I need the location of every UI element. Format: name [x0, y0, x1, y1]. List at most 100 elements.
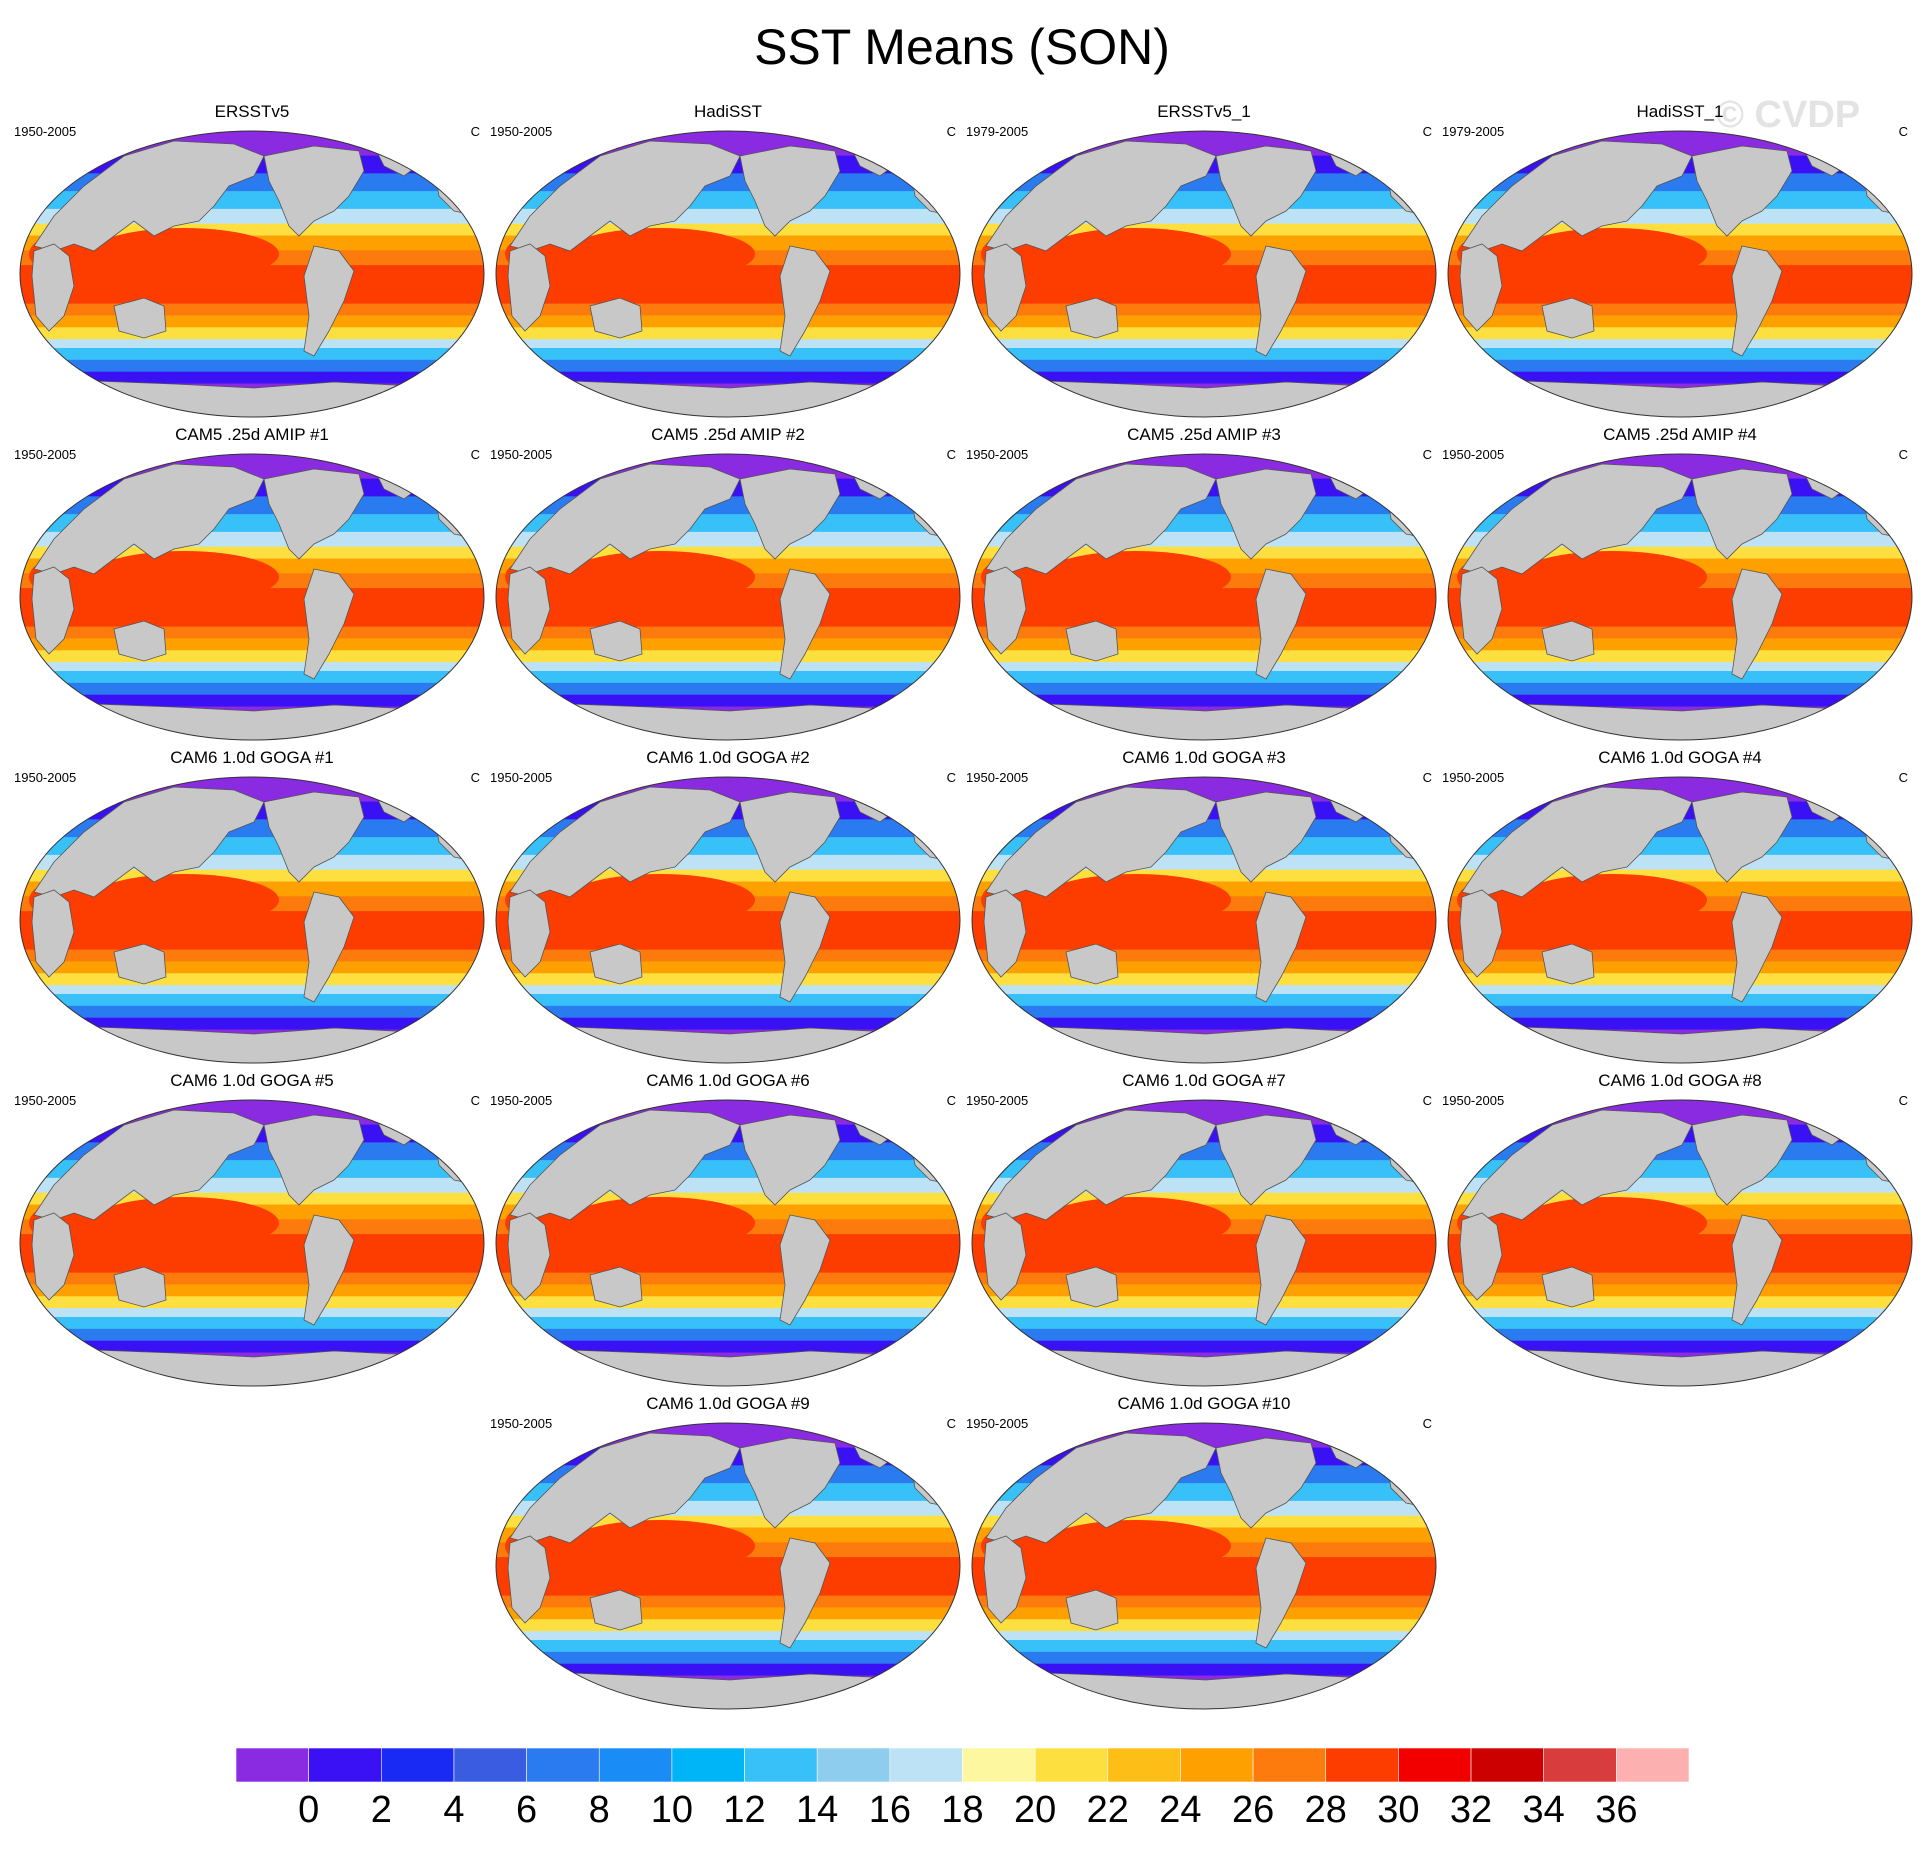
- panel-period: 1950-2005: [966, 1416, 1029, 1431]
- panel-units: C: [1898, 447, 1908, 462]
- colorbar-swatch: [1325, 1747, 1399, 1783]
- panel-title: CAM5 .25d AMIP #3: [1127, 425, 1281, 444]
- map-panel: CAM6 1.0d GOGA #7 1950-2005 C: [966, 1071, 1442, 1387]
- colorbar-swatch: [671, 1747, 745, 1783]
- panel-title: CAM6 1.0d GOGA #4: [1598, 748, 1762, 767]
- sst-map: [1447, 776, 1913, 1064]
- colorbar-swatch: [1107, 1747, 1181, 1783]
- map-panel: CAM5 .25d AMIP #1 1950-2005 C: [14, 425, 490, 741]
- panel-title: ERSSTv5_1: [1157, 102, 1251, 121]
- panel-period: 1950-2005: [490, 124, 553, 139]
- colorbar-tick-label: 36: [1595, 1789, 1637, 1831]
- map-panel: CAM6 1.0d GOGA #4 1950-2005 C: [1442, 748, 1918, 1064]
- colorbar-swatch: [453, 1747, 527, 1783]
- map-panel: HadiSST 1950-2005 C: [490, 102, 966, 418]
- panel-title: CAM5 .25d AMIP #2: [651, 425, 805, 444]
- sst-map: [971, 130, 1437, 418]
- colorbar-swatch: [1180, 1747, 1254, 1783]
- panel-units: C: [470, 1093, 480, 1108]
- colorbar-tick-label: 6: [516, 1789, 537, 1831]
- panel-period: 1950-2005: [14, 770, 77, 785]
- sst-map: [1447, 453, 1913, 741]
- panel-units: C: [1422, 1093, 1432, 1108]
- panel-period: 1950-2005: [490, 447, 553, 462]
- panel-title: CAM6 1.0d GOGA #3: [1122, 748, 1286, 767]
- colorbar-tick-label: 18: [941, 1789, 983, 1831]
- panel-period: 1950-2005: [14, 124, 77, 139]
- map-panel: CAM5 .25d AMIP #4 1950-2005 C: [1442, 425, 1918, 741]
- panel-title: HadiSST_1: [1636, 102, 1724, 121]
- colorbar-swatch: [1470, 1747, 1545, 1783]
- map-panel: CAM5 .25d AMIP #2 1950-2005 C: [490, 425, 966, 741]
- sst-map: [495, 130, 961, 418]
- colorbar-swatch: [526, 1747, 600, 1783]
- sst-map: [19, 453, 485, 741]
- panel-title: CAM6 1.0d GOGA #10: [1117, 1394, 1291, 1413]
- colorbar-tick-label: 14: [796, 1789, 838, 1831]
- colorbar-tick-label: 30: [1377, 1789, 1419, 1831]
- map-panel: ERSSTv5 1950-2005 C: [14, 102, 490, 418]
- panel-period: 1950-2005: [966, 447, 1029, 462]
- panel-units: C: [1422, 124, 1432, 139]
- panel-period: 1950-2005: [490, 1093, 553, 1108]
- sst-map: [19, 776, 485, 1064]
- sst-map: [19, 1099, 485, 1387]
- map-panel: CAM6 1.0d GOGA #6 1950-2005 C: [490, 1071, 966, 1387]
- sst-map: [495, 776, 961, 1064]
- colorbar-tick-label: 26: [1232, 1789, 1274, 1831]
- colorbar-swatch: [816, 1747, 891, 1783]
- sst-map: [971, 453, 1437, 741]
- colorbar-swatch: [1616, 1747, 1690, 1783]
- sst-map: [971, 1099, 1437, 1387]
- sst-map: [971, 1422, 1437, 1710]
- panel-units: C: [946, 1416, 956, 1431]
- panel-units: C: [1898, 770, 1908, 785]
- colorbar-swatch: [962, 1747, 1036, 1783]
- panel-units: C: [1898, 124, 1908, 139]
- panel-period: 1979-2005: [1442, 124, 1505, 139]
- panel-title: CAM6 1.0d GOGA #8: [1598, 1071, 1762, 1090]
- sst-map: [495, 1422, 961, 1710]
- colorbar-swatch: [598, 1747, 673, 1783]
- panel-units: C: [946, 770, 956, 785]
- cvdp-watermark: © CVDP: [1716, 94, 1861, 136]
- panel-title: CAM6 1.0d GOGA #6: [646, 1071, 810, 1090]
- panel-units: C: [470, 447, 480, 462]
- panel-units: C: [470, 770, 480, 785]
- panel-title: CAM6 1.0d GOGA #7: [1122, 1071, 1286, 1090]
- map-panel: CAM6 1.0d GOGA #1 1950-2005 C: [14, 748, 490, 1064]
- figure-title: SST Means (SON): [754, 19, 1170, 75]
- sst-map: [971, 776, 1437, 1064]
- panel-period: 1950-2005: [1442, 1093, 1505, 1108]
- colorbar-tick-label: 10: [651, 1789, 693, 1831]
- map-panel: CAM6 1.0d GOGA #10 1950-2005 C: [966, 1394, 1442, 1710]
- panel-title: CAM5 .25d AMIP #4: [1603, 425, 1757, 444]
- panel-period: 1950-2005: [14, 447, 77, 462]
- map-panel: CAM6 1.0d GOGA #8 1950-2005 C: [1442, 1071, 1918, 1387]
- panel-title: CAM6 1.0d GOGA #9: [646, 1394, 810, 1413]
- map-panel: CAM6 1.0d GOGA #3 1950-2005 C: [966, 748, 1442, 1064]
- sst-map: [19, 130, 485, 418]
- colorbar-swatch: [1252, 1747, 1327, 1783]
- colorbar-swatch: [1543, 1747, 1617, 1783]
- panel-title: CAM6 1.0d GOGA #1: [170, 748, 334, 767]
- panel-units: C: [946, 447, 956, 462]
- sst-map: [1447, 1099, 1913, 1387]
- map-panel: HadiSST_1 1979-2005 C: [1442, 102, 1918, 418]
- panel-period: 1950-2005: [1442, 770, 1505, 785]
- panel-units: C: [1422, 770, 1432, 785]
- panel-title: CAM6 1.0d GOGA #5: [170, 1071, 334, 1090]
- colorbar-tick-label: 24: [1159, 1789, 1201, 1831]
- panel-title: ERSSTv5: [214, 102, 290, 121]
- colorbar-tick-label: 0: [298, 1789, 319, 1831]
- colorbar-tick-label: 12: [723, 1789, 765, 1831]
- sst-map: [495, 1099, 961, 1387]
- panel-title: CAM6 1.0d GOGA #2: [646, 748, 810, 767]
- panel-units: C: [1422, 1416, 1432, 1431]
- map-panel: CAM5 .25d AMIP #3 1950-2005 C: [966, 425, 1442, 741]
- colorbar-tick-label: 16: [869, 1789, 911, 1831]
- panel-units: C: [470, 124, 480, 139]
- panel-title: CAM5 .25d AMIP #1: [175, 425, 329, 444]
- panel-units: C: [946, 1093, 956, 1108]
- panel-period: 1950-2005: [966, 770, 1029, 785]
